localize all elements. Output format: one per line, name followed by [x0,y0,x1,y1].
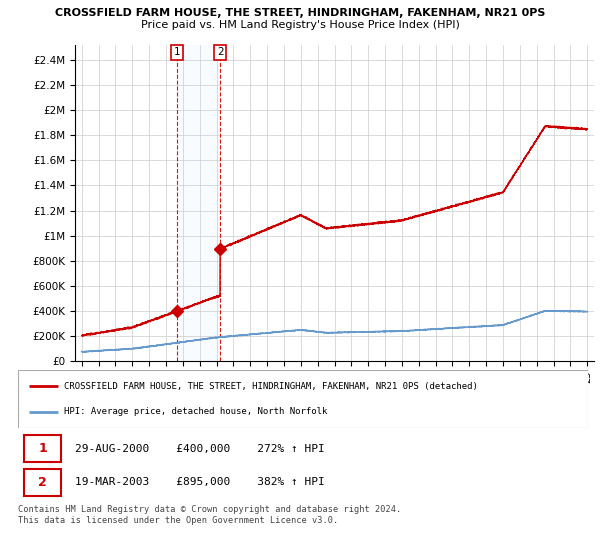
Text: 19-MAR-2003    £895,000    382% ↑ HPI: 19-MAR-2003 £895,000 382% ↑ HPI [75,477,325,487]
Text: 2: 2 [217,48,223,57]
Text: CROSSFIELD FARM HOUSE, THE STREET, HINDRINGHAM, FAKENHAM, NR21 0PS: CROSSFIELD FARM HOUSE, THE STREET, HINDR… [55,8,545,18]
Text: 29-AUG-2000    £400,000    272% ↑ HPI: 29-AUG-2000 £400,000 272% ↑ HPI [75,444,325,454]
Text: Contains HM Land Registry data © Crown copyright and database right 2024.
This d: Contains HM Land Registry data © Crown c… [18,505,401,525]
Text: HPI: Average price, detached house, North Norfolk: HPI: Average price, detached house, Nort… [64,408,327,417]
Text: 2: 2 [38,476,47,489]
Text: 1: 1 [38,442,47,455]
Bar [24,469,61,496]
Text: Price paid vs. HM Land Registry's House Price Index (HPI): Price paid vs. HM Land Registry's House … [140,20,460,30]
Bar [24,436,61,462]
Bar [177,45,220,361]
Text: CROSSFIELD FARM HOUSE, THE STREET, HINDRINGHAM, FAKENHAM, NR21 0PS (detached): CROSSFIELD FARM HOUSE, THE STREET, HINDR… [64,381,478,390]
Text: 1: 1 [174,48,181,57]
